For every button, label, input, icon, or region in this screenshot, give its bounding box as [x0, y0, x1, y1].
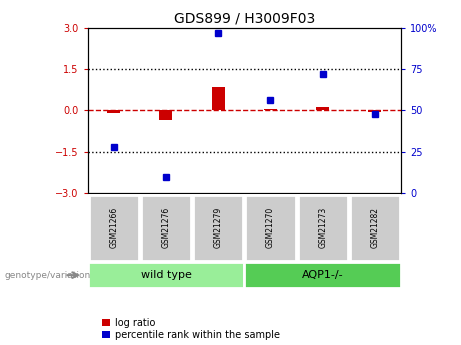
Bar	[107, 110, 120, 112]
Text: genotype/variation: genotype/variation	[5, 270, 91, 280]
Bar	[212, 87, 225, 110]
Legend: log ratio, percentile rank within the sample: log ratio, percentile rank within the sa…	[102, 318, 280, 340]
Bar	[264, 109, 277, 110]
Text: GSM21270: GSM21270	[266, 207, 275, 248]
Title: GDS899 / H3009F03: GDS899 / H3009F03	[174, 11, 315, 25]
Text: GSM21273: GSM21273	[318, 207, 327, 248]
FancyBboxPatch shape	[88, 262, 244, 288]
FancyBboxPatch shape	[141, 195, 191, 261]
Text: GSM21279: GSM21279	[214, 207, 223, 248]
Text: GSM21276: GSM21276	[161, 207, 171, 248]
FancyBboxPatch shape	[245, 195, 296, 261]
Text: GSM21282: GSM21282	[371, 207, 379, 248]
FancyBboxPatch shape	[89, 195, 139, 261]
Bar	[368, 110, 382, 112]
Text: wild type: wild type	[141, 270, 191, 280]
FancyBboxPatch shape	[350, 195, 400, 261]
Bar	[160, 110, 172, 120]
Bar	[316, 107, 329, 110]
Text: GSM21266: GSM21266	[109, 207, 118, 248]
Text: AQP1-/-: AQP1-/-	[302, 270, 343, 280]
FancyBboxPatch shape	[244, 262, 401, 288]
FancyBboxPatch shape	[193, 195, 243, 261]
FancyBboxPatch shape	[298, 195, 348, 261]
